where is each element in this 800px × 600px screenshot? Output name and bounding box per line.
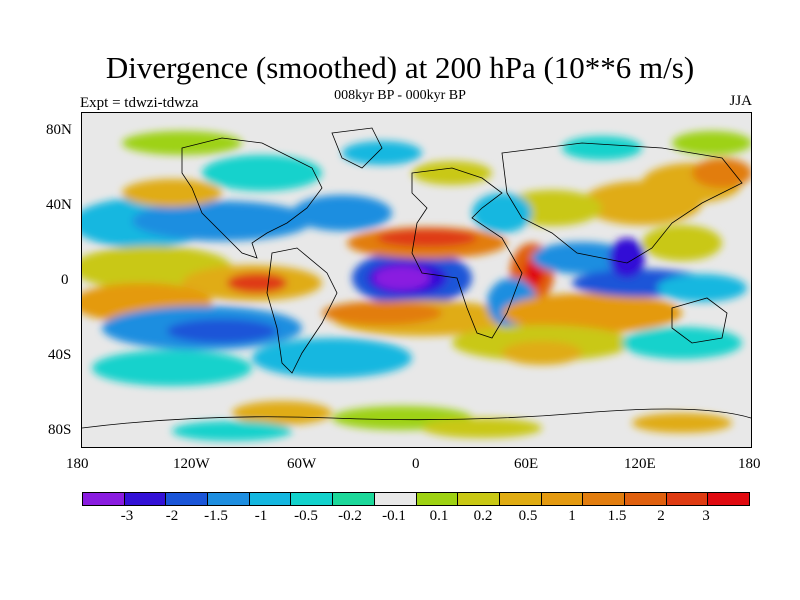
lon-tick-120e: 120E <box>624 456 656 472</box>
colorbar <box>82 492 750 506</box>
lat-tick-80n: 80N <box>46 122 72 138</box>
divergence-field <box>82 113 751 447</box>
colorbar-box <box>166 493 209 505</box>
lon-tick-120w: 120W <box>173 456 210 472</box>
lon-tick-60e: 60E <box>514 456 539 472</box>
colorbar-label: -0.5 <box>294 508 318 524</box>
colorbar-box <box>416 493 459 505</box>
colorbar-label: 1.5 <box>607 508 627 524</box>
colorbar-label: 3 <box>702 508 710 524</box>
colorbar-label: -2 <box>165 508 179 524</box>
colorbar-box <box>333 493 375 505</box>
colorbar-box <box>208 493 250 505</box>
colorbar-box <box>124 493 167 505</box>
lat-tick-80s: 80S <box>48 422 72 438</box>
lat-tick-40s: 40S <box>48 347 72 363</box>
lat-tick-40n: 40N <box>46 197 72 213</box>
map-title: Divergence (smoothed) at 200 hPa (10**6 … <box>105 50 695 85</box>
colorbar-label: -1 <box>254 508 268 524</box>
colorbar-label: 0.5 <box>518 508 538 524</box>
colorbar-label: 0.2 <box>473 508 493 524</box>
lon-tick-180e: 180 <box>738 456 761 472</box>
lat-tick-0: 0 <box>61 272 69 288</box>
lon-tick-0: 0 <box>412 456 420 472</box>
experiment-label: Expt = tdwzi-tdwza <box>80 95 199 111</box>
colorbar-box <box>499 493 542 505</box>
colorbar-box <box>458 493 500 505</box>
colorbar-box <box>666 493 709 505</box>
colorbar-label: -0.1 <box>382 508 406 524</box>
season-label: JJA <box>729 93 752 109</box>
colorbar-box <box>624 493 667 505</box>
coastlines <box>82 127 751 429</box>
colorbar-box <box>249 493 292 505</box>
colorbar-label: -1.5 <box>204 508 228 524</box>
colorbar-label: 2 <box>657 508 665 524</box>
colorbar-label: 0.1 <box>429 508 449 524</box>
lon-tick-180w: 180 <box>66 456 89 472</box>
colorbar-box <box>291 493 334 505</box>
colorbar-box <box>583 493 625 505</box>
map-subtitle: 008kyr BP - 000kyr BP <box>334 88 466 103</box>
colorbar-box <box>541 493 584 505</box>
colorbar-box <box>374 493 417 505</box>
colorbar-label: 1 <box>568 508 576 524</box>
colorbar-box <box>708 493 749 505</box>
colorbar-label: -3 <box>120 508 134 524</box>
lon-tick-60w: 60W <box>287 456 317 472</box>
colorbar-box <box>83 493 125 505</box>
map-panel <box>81 112 752 448</box>
colorbar-label: -0.2 <box>338 508 362 524</box>
